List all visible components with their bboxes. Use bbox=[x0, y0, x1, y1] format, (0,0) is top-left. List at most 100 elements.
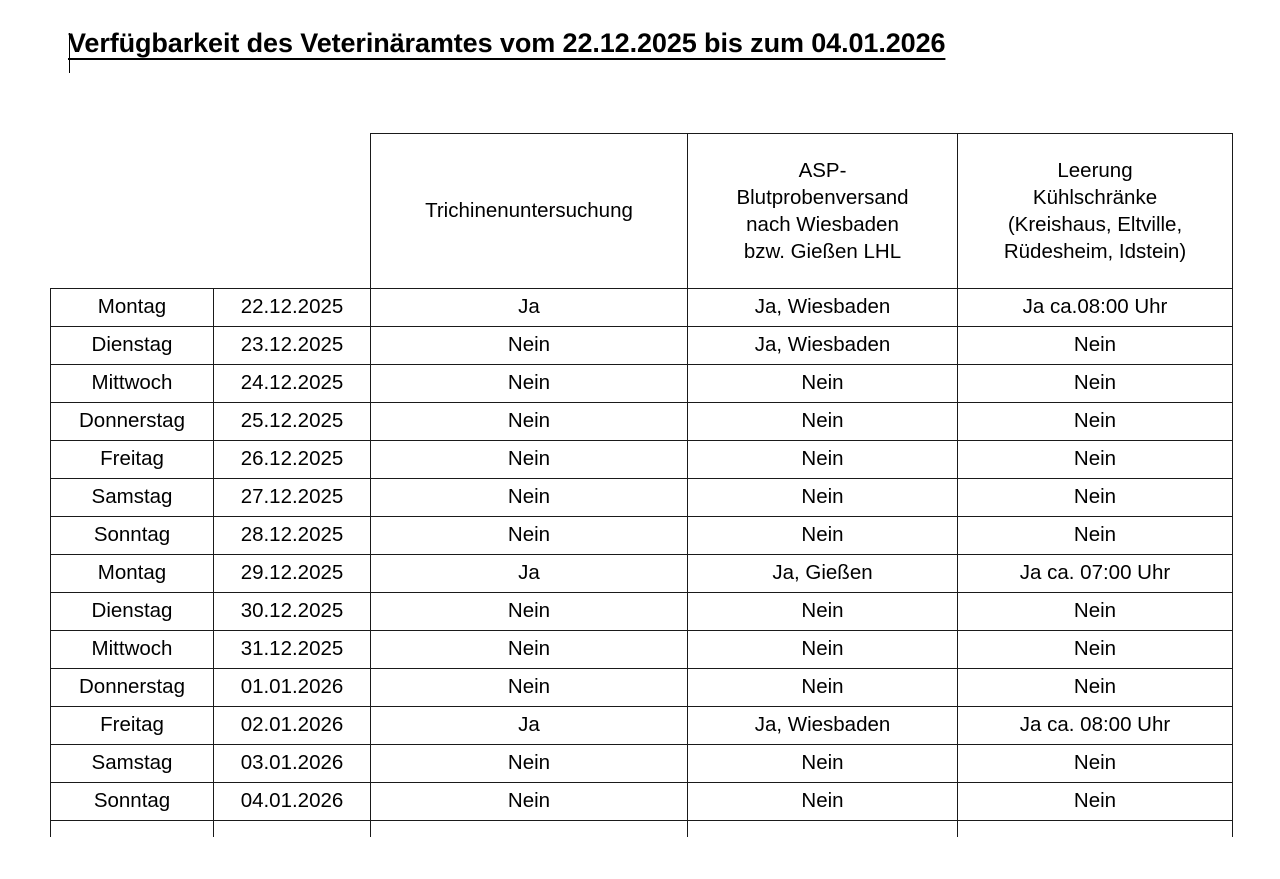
header-blank-date bbox=[214, 134, 371, 289]
cell-leerung-kuehlschraenke: Nein bbox=[957, 592, 1233, 631]
cell-asp-blutprobenversand: Ja, Wiesbaden bbox=[687, 706, 958, 745]
text-cursor-caret bbox=[69, 33, 70, 73]
cell-leerung-kuehlschraenke: Nein bbox=[957, 364, 1233, 403]
cell-weekday: Freitag bbox=[50, 706, 214, 745]
asp-header-line-3: nach Wiesbaden bbox=[746, 213, 899, 236]
table-row: Freitag 26.12.2025 Nein Nein Nein bbox=[50, 440, 1233, 479]
cell-trichinenuntersuchung: Nein bbox=[370, 326, 688, 365]
cell-asp-blutprobenversand: Ja, Wiesbaden bbox=[687, 288, 958, 327]
cell-asp-blutprobenversand: Nein bbox=[687, 630, 958, 669]
table-row: Samstag 03.01.2026 Nein Nein Nein bbox=[50, 744, 1233, 783]
cell-weekday: Dienstag bbox=[50, 592, 214, 631]
table-row: Montag 29.12.2025 Ja Ja, Gießen Ja ca. 07:00… bbox=[50, 554, 1233, 593]
table-row: Dienstag 30.12.2025 Nein Nein Nein bbox=[50, 592, 1233, 631]
asp-header-line-1: ASP- bbox=[798, 158, 847, 182]
column-header-asp-blutprobenversand: ASP- Blutprobenversand nach Wiesbaden bz… bbox=[687, 133, 958, 289]
cell-asp-blutprobenversand: Nein bbox=[687, 782, 958, 821]
cell-trichinenuntersuchung: Nein bbox=[370, 478, 688, 517]
cell-trichinenuntersuchung: Nein bbox=[370, 744, 688, 783]
column-header-trichinenuntersuchung: Trichinenuntersuchung bbox=[370, 133, 688, 289]
cell-leerung-kuehlschraenke: Nein bbox=[957, 744, 1233, 783]
stub-cell-weekday bbox=[50, 820, 214, 837]
asp-header-line-2: Blutprobenversand bbox=[736, 185, 909, 209]
table-row: Donnerstag 25.12.2025 Nein Nein Nein bbox=[50, 402, 1233, 441]
cell-weekday: Donnerstag bbox=[50, 402, 214, 441]
cell-trichinenuntersuchung: Nein bbox=[370, 668, 688, 707]
table-row: Sonntag 04.01.2026 Nein Nein Nein bbox=[50, 782, 1233, 821]
table-row: Donnerstag 01.01.2026 Nein Nein Nein bbox=[50, 668, 1233, 707]
cell-asp-blutprobenversand: Nein bbox=[687, 668, 958, 707]
cell-asp-blutprobenversand: Nein bbox=[687, 478, 958, 517]
availability-table: Trichinenuntersuchung ASP- Blutprobenver… bbox=[50, 133, 1233, 837]
cell-leerung-kuehlschraenke: Ja ca. 07:00 Uhr bbox=[957, 554, 1233, 593]
schedule-table-container: Trichinenuntersuchung ASP- Blutprobenver… bbox=[50, 133, 1233, 837]
stub-cell-asp bbox=[687, 820, 958, 837]
leerung-header-line-4: Rüdesheim, Idstein) bbox=[1003, 240, 1187, 264]
cell-asp-blutprobenversand: Nein bbox=[687, 402, 958, 441]
cell-date: 22.12.2025 bbox=[213, 288, 371, 327]
cell-weekday: Montag bbox=[50, 288, 214, 327]
cell-asp-blutprobenversand: Nein bbox=[687, 516, 958, 555]
asp-header-line-4: bzw. Gießen LHL bbox=[743, 240, 902, 264]
cell-trichinenuntersuchung: Nein bbox=[370, 516, 688, 555]
cell-weekday: Freitag bbox=[50, 440, 214, 479]
cell-date: 26.12.2025 bbox=[213, 440, 371, 479]
leerung-header-line-3: (Kreishaus, Eltville, bbox=[1007, 213, 1183, 236]
cell-trichinenuntersuchung: Nein bbox=[370, 364, 688, 403]
cell-leerung-kuehlschraenke: Nein bbox=[957, 782, 1233, 821]
cell-asp-blutprobenversand: Nein bbox=[687, 592, 958, 631]
cell-trichinenuntersuchung: Nein bbox=[370, 402, 688, 441]
table-row: Mittwoch 31.12.2025 Nein Nein Nein bbox=[50, 630, 1233, 669]
cell-weekday: Dienstag bbox=[50, 326, 214, 365]
cell-weekday: Sonntag bbox=[50, 782, 214, 821]
column-header-leerung-kuehlschraenke: Leerung Kühlschränke (Kreishaus, Eltvill… bbox=[957, 133, 1233, 289]
cell-trichinenuntersuchung: Ja bbox=[370, 288, 688, 327]
cell-weekday: Donnerstag bbox=[50, 668, 214, 707]
page-title: Verfügbarkeit des Veterinäramtes vom 22.… bbox=[68, 28, 946, 58]
leerung-header-line-2: Kühlschränke bbox=[1032, 185, 1158, 209]
stub-cell-date bbox=[213, 820, 371, 837]
cell-trichinenuntersuchung: Nein bbox=[370, 630, 688, 669]
cell-trichinenuntersuchung: Nein bbox=[370, 440, 688, 479]
cell-date: 04.01.2026 bbox=[213, 782, 371, 821]
cell-date: 29.12.2025 bbox=[213, 554, 371, 593]
cell-date: 27.12.2025 bbox=[213, 478, 371, 517]
table-row: Sonntag 28.12.2025 Nein Nein Nein bbox=[50, 516, 1233, 555]
table-row-stub bbox=[50, 820, 1233, 837]
cell-date: 23.12.2025 bbox=[213, 326, 371, 365]
table-row: Freitag 02.01.2026 Ja Ja, Wiesbaden Ja ca. 0… bbox=[50, 706, 1233, 745]
table-row: Samstag 27.12.2025 Nein Nein Nein bbox=[50, 478, 1233, 517]
cell-asp-blutprobenversand: Nein bbox=[687, 440, 958, 479]
cell-weekday: Samstag bbox=[50, 744, 214, 783]
cell-weekday: Mittwoch bbox=[50, 364, 214, 403]
cell-asp-blutprobenversand: Ja, Wiesbaden bbox=[687, 326, 958, 365]
cell-date: 31.12.2025 bbox=[213, 630, 371, 669]
cell-leerung-kuehlschraenke: Nein bbox=[957, 478, 1233, 517]
stub-cell-trichine bbox=[370, 820, 688, 837]
cell-leerung-kuehlschraenke: Nein bbox=[957, 402, 1233, 441]
table-row: Mittwoch 24.12.2025 Nein Nein Nein bbox=[50, 364, 1233, 403]
cell-leerung-kuehlschraenke: Ja ca. 08:00 Uhr bbox=[957, 706, 1233, 745]
cell-date: 02.01.2026 bbox=[213, 706, 371, 745]
cell-weekday: Sonntag bbox=[50, 516, 214, 555]
table-row: Dienstag 23.12.2025 Nein Ja, Wiesbaden Nein bbox=[50, 326, 1233, 365]
cell-trichinenuntersuchung: Ja bbox=[370, 706, 688, 745]
cell-trichinenuntersuchung: Nein bbox=[370, 782, 688, 821]
cell-leerung-kuehlschraenke: Nein bbox=[957, 440, 1233, 479]
cell-trichinenuntersuchung: Nein bbox=[370, 592, 688, 631]
stub-cell-leerung bbox=[957, 820, 1233, 837]
cell-asp-blutprobenversand: Nein bbox=[687, 744, 958, 783]
leerung-header-line-1: Leerung bbox=[1057, 158, 1133, 182]
cell-date: 30.12.2025 bbox=[213, 592, 371, 631]
table-row: Montag 22.12.2025 Ja Ja, Wiesbaden Ja ca.08:… bbox=[50, 288, 1233, 327]
cell-asp-blutprobenversand: Nein bbox=[687, 364, 958, 403]
cell-asp-blutprobenversand: Ja, Gießen bbox=[687, 554, 958, 593]
cell-date: 03.01.2026 bbox=[213, 744, 371, 783]
cell-date: 28.12.2025 bbox=[213, 516, 371, 555]
cell-leerung-kuehlschraenke: Nein bbox=[957, 668, 1233, 707]
cell-leerung-kuehlschraenke: Nein bbox=[957, 630, 1233, 669]
cell-date: 24.12.2025 bbox=[213, 364, 371, 403]
header-blank-day bbox=[51, 134, 214, 289]
cell-trichinenuntersuchung: Ja bbox=[370, 554, 688, 593]
cell-weekday: Samstag bbox=[50, 478, 214, 517]
